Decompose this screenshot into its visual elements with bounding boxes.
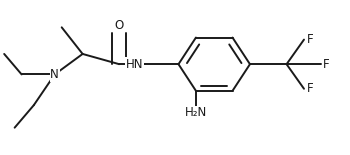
Text: F: F [307,82,313,95]
Text: O: O [114,19,124,32]
Text: F: F [323,58,330,71]
Text: F: F [307,33,313,46]
Text: HN: HN [126,58,144,71]
Text: H₂N: H₂N [185,106,207,120]
Text: N: N [50,68,59,81]
